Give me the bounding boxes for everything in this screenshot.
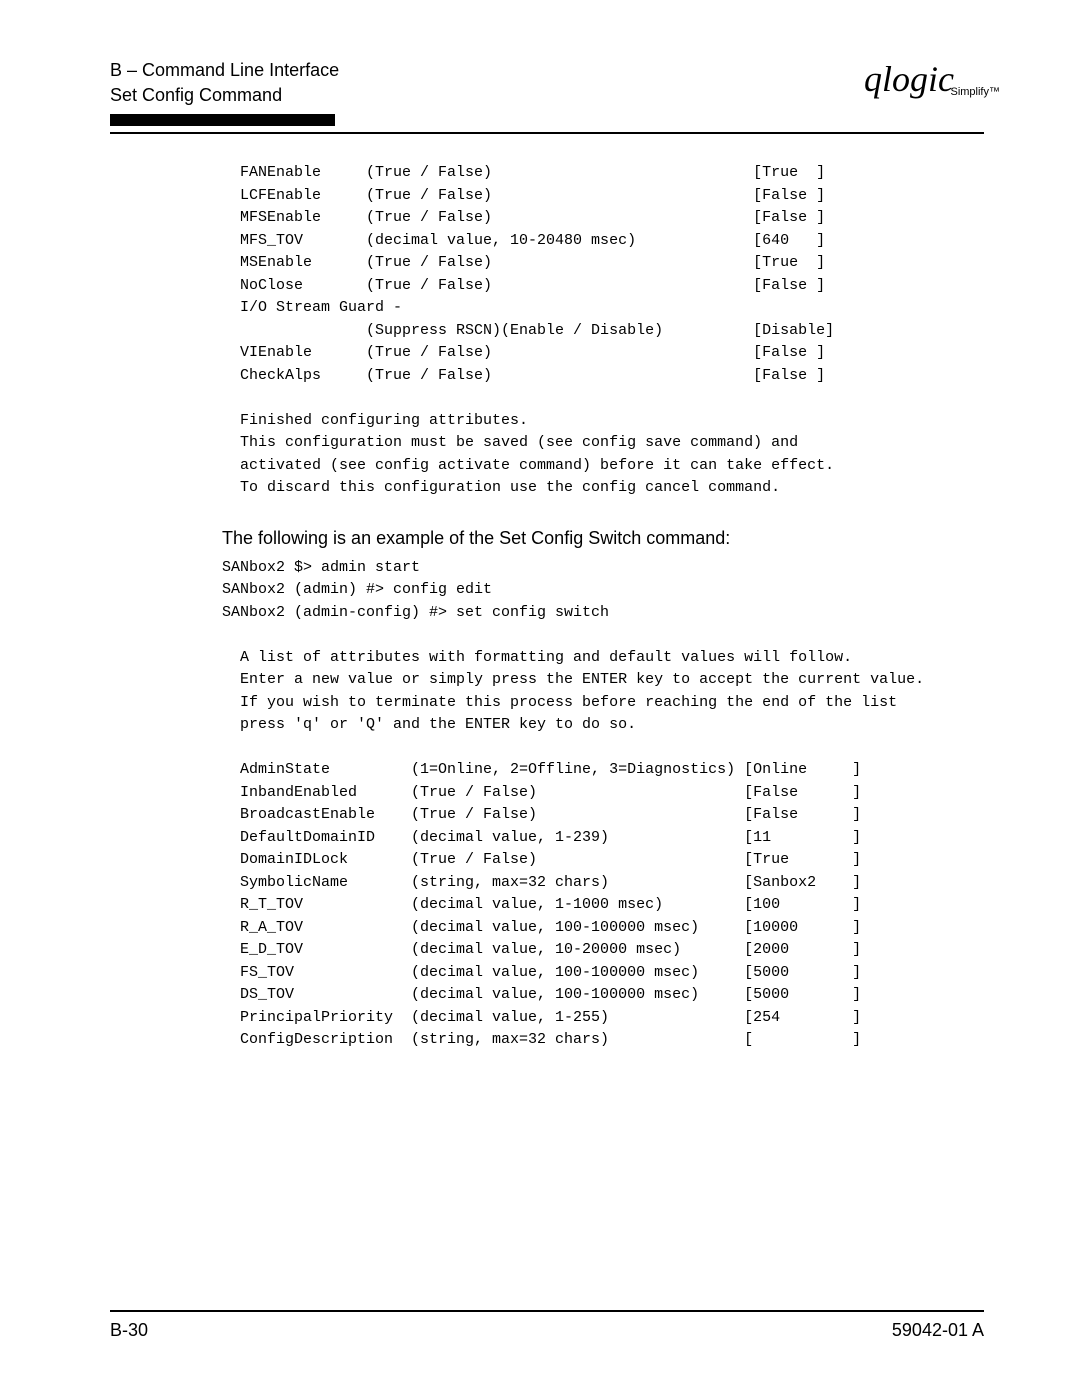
page-title: Set Config Command (110, 83, 339, 108)
config-switch-output: SANbox2 $> admin start SANbox2 (admin) #… (222, 557, 984, 1052)
logo-subtext: Simplify™ (950, 86, 1000, 98)
page-footer: B-30 59042-01 A (110, 1310, 984, 1341)
page-number: B-30 (110, 1320, 148, 1341)
header-rule (110, 132, 984, 134)
example-intro-text: The following is an example of the Set C… (222, 528, 984, 549)
qlogic-logo: qlogic Simplify™ (864, 58, 984, 100)
page-header: B – Command Line Interface Set Config Co… (110, 58, 984, 108)
doc-number: 59042-01 A (892, 1320, 984, 1341)
config-port-output: FANEnable (True / False) [True ] LCFEnab… (222, 162, 984, 500)
section-label: B – Command Line Interface (110, 58, 339, 83)
header-black-bar (110, 114, 335, 126)
footer-rule (110, 1310, 984, 1312)
